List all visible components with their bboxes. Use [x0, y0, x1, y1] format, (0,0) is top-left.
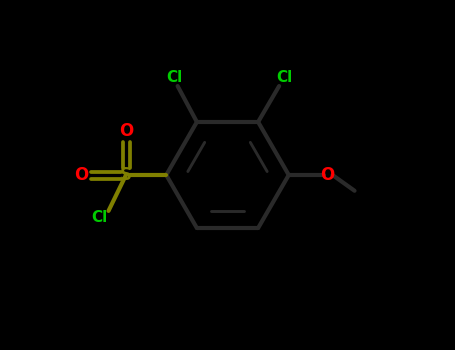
Text: O: O [320, 166, 334, 184]
Text: Cl: Cl [276, 70, 293, 85]
Text: Cl: Cl [166, 70, 182, 85]
Text: O: O [119, 122, 133, 140]
Text: O: O [75, 166, 89, 184]
Text: Cl: Cl [91, 210, 108, 225]
Text: S: S [120, 166, 132, 184]
